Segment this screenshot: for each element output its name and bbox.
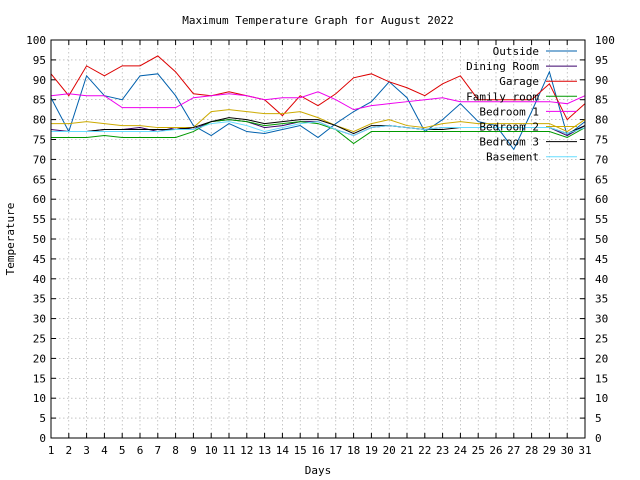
y-tick-label-right: 90 <box>595 74 608 87</box>
x-tick-label: 20 <box>383 444 396 457</box>
y-tick-label-right: 100 <box>595 34 615 47</box>
y-axis-labels-right: 0 5 10 15 20 25 30 35 40 45 50 55 60 65 70 75 80 85 90 95 10… <box>595 34 615 445</box>
y-tick-label-right: 60 <box>595 193 608 206</box>
x-axis-labels: 1 2 3 4 5 6 7 8 9 10 11 12 13 14 15 16 17 18 19 20 21 22 23 24 2… <box>48 444 592 457</box>
x-tick-label: 17 <box>329 444 342 457</box>
y-tick-label: 50 <box>33 233 46 246</box>
y-tick-label: 10 <box>33 392 46 405</box>
x-tick-label: 14 <box>276 444 290 457</box>
y-tick-label-right: 75 <box>595 134 608 147</box>
y-axis-title: Temperature <box>4 203 17 276</box>
y-tick-label-right: 20 <box>595 352 608 365</box>
y-tick-label: 30 <box>33 313 46 326</box>
x-tick-label: 9 <box>190 444 197 457</box>
y-tick-label: 35 <box>33 293 46 306</box>
y-tick-label: 40 <box>33 273 46 286</box>
x-tick-label: 11 <box>222 444 235 457</box>
y-tick-label-right: 55 <box>595 213 608 226</box>
plot-frame <box>50 39 586 439</box>
y-tick-label: 0 <box>39 432 46 445</box>
y-tick-label-right: 45 <box>595 253 608 266</box>
y-tick-label: 70 <box>33 153 46 166</box>
x-tick-label: 5 <box>119 444 126 457</box>
x-tick-label: 7 <box>154 444 161 457</box>
x-tick-label: 8 <box>172 444 179 457</box>
legend-label: Bedroom 3 <box>479 136 539 149</box>
y-tick-label-right: 50 <box>595 233 608 246</box>
y-tick-label: 45 <box>33 253 46 266</box>
y-tick-label-right: 25 <box>595 333 608 346</box>
x-tick-label: 27 <box>507 444 520 457</box>
y-tick-label: 75 <box>33 134 46 147</box>
y-tick-label: 100 <box>26 34 46 47</box>
legend-label: Bedroom 2 <box>479 121 539 134</box>
x-tick-label: 2 <box>65 444 72 457</box>
legend-label: Bedroom 1 <box>479 105 539 118</box>
x-tick-label: 12 <box>240 444 253 457</box>
x-tick-label: 30 <box>561 444 574 457</box>
x-tick-label: 28 <box>525 444 538 457</box>
series-line-outside <box>50 70 586 151</box>
chart-title: Maximum Temperature Graph for August 202… <box>182 14 454 27</box>
y-tick-label: 80 <box>33 114 46 127</box>
x-tick-label: 24 <box>454 444 468 457</box>
series-line-bedroom-2 <box>51 109 586 133</box>
legend-label: Basement <box>486 151 539 164</box>
y-tick-label: 95 <box>33 54 46 67</box>
x-tick-label: 6 <box>137 444 144 457</box>
y-tick-label-right: 65 <box>595 173 608 186</box>
y-tick-label-right: 95 <box>595 54 608 67</box>
y-tick-label-right: 70 <box>595 153 608 166</box>
x-tick-label: 31 <box>578 444 591 457</box>
y-tick-label: 5 <box>39 412 46 425</box>
y-tick-label: 20 <box>33 352 46 365</box>
series-line-basement <box>51 121 586 137</box>
x-tick-label: 3 <box>83 444 90 457</box>
y-tick-label-right: 35 <box>595 293 608 306</box>
x-tick-label: 25 <box>472 444 485 457</box>
y-tick-label-right: 80 <box>595 114 608 127</box>
y-tick-label: 90 <box>33 74 46 87</box>
y-tick-label: 15 <box>33 372 46 385</box>
legend: Outside Dining Room Garage Family room Bedro… <box>466 45 577 164</box>
x-tick-label: 4 <box>101 444 108 457</box>
x-tick-label: 29 <box>543 444 556 457</box>
y-tick-label: 60 <box>33 193 46 206</box>
x-tick-label: 22 <box>418 444 431 457</box>
y-tick-label: 55 <box>33 213 46 226</box>
series-line-bedroom-1 <box>50 91 586 111</box>
series-lines <box>50 55 586 151</box>
y-tick-label-right: 15 <box>595 372 608 385</box>
legend-label: Garage <box>499 75 539 88</box>
y-tick-label: 25 <box>33 333 46 346</box>
y-tick-label-right: 0 <box>595 432 602 445</box>
y-tick-label-right: 85 <box>595 94 608 107</box>
y-tick-label: 85 <box>33 94 46 107</box>
y-tick-label-right: 40 <box>595 273 608 286</box>
y-tick-label-right: 10 <box>595 392 608 405</box>
x-tick-label: 26 <box>489 444 502 457</box>
x-tick-label: 13 <box>258 444 271 457</box>
x-tick-label: 18 <box>347 444 360 457</box>
legend-label: Outside <box>493 45 539 58</box>
x-tick-label: 23 <box>436 444 449 457</box>
y-tick-label-right: 5 <box>595 412 602 425</box>
y-tick-label: 65 <box>33 173 46 186</box>
series-line-garage <box>50 55 586 121</box>
legend-label: Family room <box>466 90 539 103</box>
legend-label: Dining Room <box>466 60 539 73</box>
x-tick-label: 16 <box>311 444 324 457</box>
x-tick-label: 19 <box>365 444 378 457</box>
x-axis-title: Days <box>305 464 332 477</box>
x-tick-label: 10 <box>205 444 218 457</box>
series-line-family-room <box>51 119 586 145</box>
y-tick-label-right: 30 <box>595 313 608 326</box>
y-axis-labels-left: 0 5 10 15 20 25 30 35 40 45 50 55 60 65 70 75 80 85 90 95 10… <box>26 34 46 445</box>
x-tick-label: 15 <box>294 444 307 457</box>
x-tick-label: 1 <box>48 444 55 457</box>
x-tick-label: 21 <box>400 444 413 457</box>
